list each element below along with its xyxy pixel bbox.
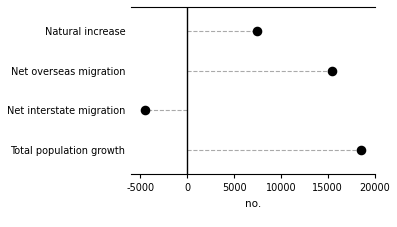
- X-axis label: no.: no.: [245, 199, 261, 209]
- Point: [357, 148, 364, 152]
- Point: [142, 109, 148, 112]
- Point: [254, 29, 261, 33]
- Point: [329, 69, 335, 72]
